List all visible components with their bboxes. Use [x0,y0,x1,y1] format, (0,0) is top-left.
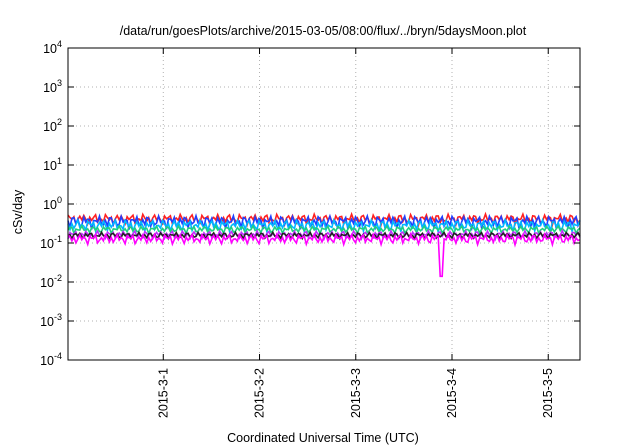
series-line-1 [67,211,581,228]
grid [68,48,580,360]
y-tick-label: 103 [43,78,62,95]
series-line-7 [67,231,581,278]
x-tick-label: 2015-3-1 [156,368,170,418]
y-tick-label: 10-1 [40,234,62,251]
series-line-4 [67,224,581,236]
x-axis-label: Coordinated Universal Time (UTC) [227,431,419,445]
chart-title: /data/run/goesPlots/archive/2015-03-05/0… [120,24,527,38]
y-tick-label: 10-3 [40,312,62,329]
y-tick-label: 102 [43,117,62,134]
x-tick-label: 2015-3-4 [445,368,459,418]
y-tick-label: 10-4 [40,351,62,368]
y-tick-label: 104 [43,39,62,56]
y-tick-label: 10-2 [40,273,62,290]
x-tick-label: 2015-3-2 [253,368,267,418]
y-tick-label: 100 [43,195,62,212]
y-tick-label: 101 [43,156,62,173]
x-tick-label: 2015-3-5 [541,368,555,418]
y-axis-label: cSv/day [11,189,25,234]
x-axis: 2015-3-1 2015-3-2 2015-3-3 2015-3-4 2015-3-5 [156,48,555,418]
y-axis: 10-4 10-3 10-2 10-1 100 101 102 103 104 [40,39,580,368]
series-group [67,211,581,278]
series-line-3 [67,217,581,235]
x-tick-label: 2015-3-3 [349,368,363,418]
